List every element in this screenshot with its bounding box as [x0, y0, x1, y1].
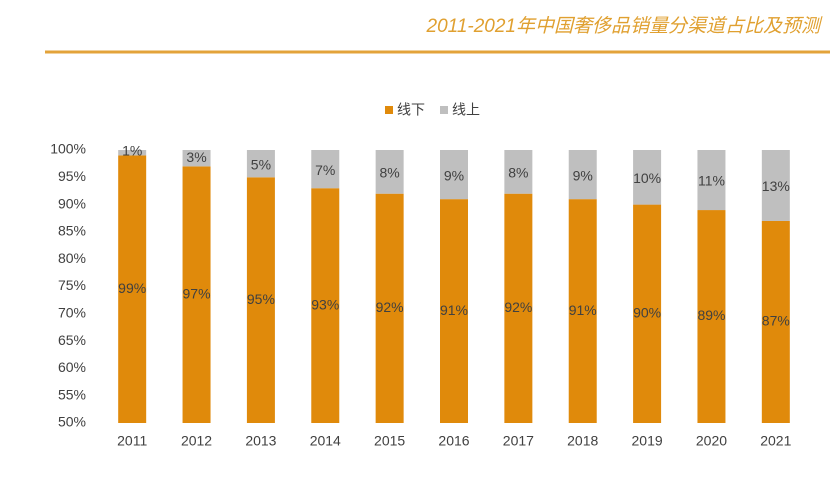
bar-segment: [375, 150, 404, 194]
bar-segment: [375, 193, 404, 423]
bar-segment: [504, 193, 533, 423]
bar-segment: [504, 150, 533, 194]
data-label: 90%: [633, 305, 661, 321]
y-tick-label: 95%: [58, 168, 86, 184]
bar-segment: [633, 150, 662, 205]
data-label: 9%: [444, 167, 464, 183]
bar-segment: [761, 220, 790, 423]
y-tick-label: 100%: [50, 141, 86, 157]
bar-segment: [182, 150, 211, 167]
legend-label: 线下: [397, 102, 425, 118]
data-label: 8%: [380, 165, 400, 181]
bar-segment: [182, 166, 211, 423]
data-label: 92%: [504, 299, 532, 315]
data-label: 97%: [183, 285, 211, 301]
data-label: 5%: [251, 156, 271, 172]
y-tick-label: 60%: [58, 359, 86, 375]
x-tick-label: 2012: [181, 433, 212, 449]
legend-label: 线上: [452, 102, 480, 118]
bar-segment: [118, 150, 147, 156]
x-tick-label: 2020: [696, 433, 727, 449]
legend-swatch: [440, 106, 448, 114]
bar-segment: [440, 150, 468, 200]
bar-segment: [440, 199, 468, 423]
data-label: 1%: [122, 143, 142, 159]
bar-segment: [761, 150, 790, 221]
x-tick-label: 2021: [760, 433, 791, 449]
bar-segment: [697, 210, 726, 423]
data-label: 99%: [118, 280, 146, 296]
data-label: 95%: [247, 291, 275, 307]
data-label: 3%: [186, 149, 206, 165]
data-label: 93%: [311, 296, 339, 312]
y-tick-label: 85%: [58, 223, 86, 239]
data-label: 13%: [762, 178, 790, 194]
x-tick-label: 2019: [632, 433, 663, 449]
data-label: 91%: [569, 302, 597, 318]
data-label: 9%: [573, 167, 593, 183]
x-tick-label: 2015: [374, 433, 405, 449]
y-tick-label: 55%: [58, 386, 86, 402]
chart-title: 2011-2021年中国奢侈品销量分渠道占比及预测: [426, 15, 823, 37]
data-label: 7%: [315, 162, 335, 178]
legend-swatch: [385, 106, 393, 114]
bar-segment: [633, 204, 662, 423]
data-label: 89%: [697, 307, 725, 323]
data-label: 8%: [508, 165, 528, 181]
bar-segment: [246, 177, 275, 423]
bar-segment: [568, 150, 597, 200]
data-label: 87%: [762, 313, 790, 329]
bar-segment: [246, 150, 275, 178]
data-label: 10%: [633, 170, 661, 186]
y-tick-label: 80%: [58, 250, 86, 266]
data-label: 11%: [698, 173, 725, 189]
x-tick-label: 2014: [310, 433, 341, 449]
data-label: 91%: [440, 302, 468, 318]
bar-segment: [568, 199, 597, 423]
x-tick-label: 2018: [567, 433, 598, 449]
x-tick-label: 2013: [245, 433, 276, 449]
data-label: 92%: [376, 299, 404, 315]
bar-segment: [311, 188, 340, 423]
x-tick-label: 2011: [117, 433, 147, 449]
y-tick-label: 75%: [58, 277, 86, 293]
y-tick-label: 65%: [58, 332, 86, 348]
x-tick-label: 2017: [503, 433, 534, 449]
x-tick-label: 2016: [438, 433, 469, 449]
y-tick-label: 90%: [58, 195, 86, 211]
bar-segment: [697, 150, 726, 211]
y-tick-label: 70%: [58, 305, 86, 321]
bar-segment: [311, 150, 340, 189]
y-tick-label: 50%: [58, 414, 86, 430]
bar-segment: [118, 155, 147, 423]
